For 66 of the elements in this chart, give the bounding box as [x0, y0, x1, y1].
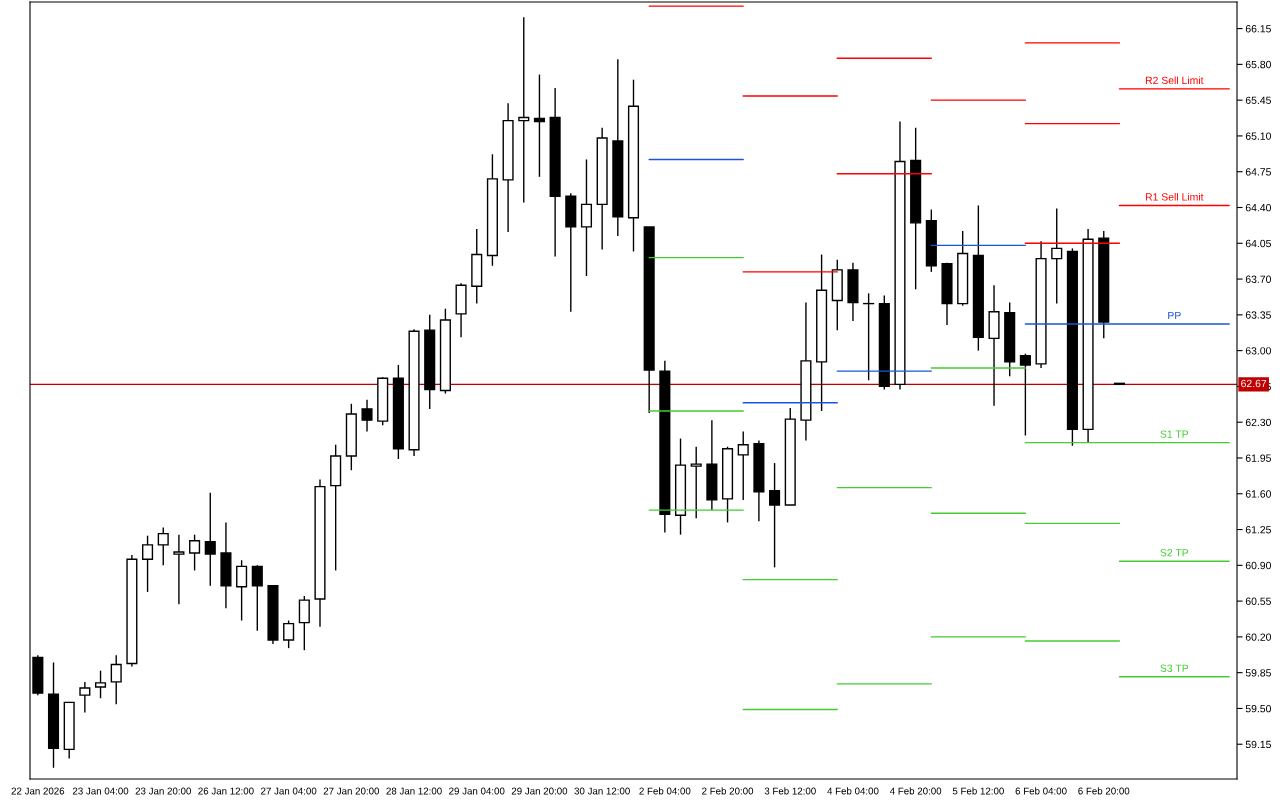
candlestick	[236, 559, 248, 622]
y-tick-label: 60.90	[1245, 561, 1271, 570]
candlestick	[533, 73, 546, 178]
series-label: PP	[1168, 311, 1181, 320]
candlestick	[173, 533, 185, 605]
candlestick	[769, 462, 781, 569]
y-tick-label: 59.50	[1245, 704, 1271, 713]
candlestick	[204, 492, 216, 587]
candlestick	[580, 158, 593, 277]
y-tick-label: 65.10	[1245, 132, 1271, 140]
candlestick	[518, 16, 530, 204]
y-tick-label: 66.15	[1245, 25, 1271, 33]
y-tick-label: 64.75	[1245, 168, 1271, 176]
y-tick-label: 65.45	[1245, 96, 1271, 105]
candlestick	[251, 564, 263, 632]
x-tick-label: 23 Jan 20:00	[135, 787, 191, 795]
x-tick-label: 27 Jan 04:00	[261, 787, 317, 795]
candlestick	[283, 619, 295, 649]
candlestick	[79, 681, 91, 714]
series-label: S2 TP	[1160, 549, 1189, 557]
y-tick-label: 63.35	[1245, 311, 1271, 319]
candlestick	[157, 526, 169, 567]
y-tick-label: 63.00	[1245, 347, 1271, 355]
candlestick	[298, 595, 310, 651]
series-label: S3 TP	[1160, 664, 1189, 672]
y-tick-label: 61.60	[1245, 490, 1271, 498]
x-tick-label: 3 Feb 12:00	[764, 787, 816, 795]
y-tick-label: 59.85	[1245, 669, 1271, 677]
candlestick	[737, 430, 749, 501]
x-tick-label: 23 Jan 04:00	[72, 787, 129, 795]
y-tick-label: 64.05	[1245, 239, 1271, 248]
series-label: R2 Sell Limit	[1145, 76, 1204, 85]
y-tick-label: 65.80	[1245, 60, 1271, 69]
y-tick-label: 60.55	[1245, 597, 1271, 605]
x-tick-label: 2 Feb 20:00	[702, 787, 754, 795]
candlestick	[94, 669, 107, 699]
y-tick-label: 61.95	[1245, 454, 1271, 462]
y-tick-label: 60.20	[1245, 633, 1271, 641]
y-tick-label: 64.40	[1245, 204, 1271, 212]
x-tick-label: 5 Feb 12:00	[952, 787, 1004, 795]
y-tick-label: 59.15	[1245, 740, 1271, 749]
candlestick	[361, 399, 373, 433]
candlestick	[690, 446, 702, 519]
x-tick-label: 30 Jan 12:00	[574, 787, 630, 795]
candlestick	[1051, 207, 1063, 305]
x-tick-label: 4 Feb 20:00	[889, 787, 942, 795]
candlestick	[1019, 352, 1031, 437]
x-tick-label: 6 Feb 04:00	[1015, 787, 1067, 795]
y-tick-label: 62.30	[1245, 418, 1271, 427]
series-label: R1 Sell Limit	[1145, 192, 1204, 201]
x-tick-label: 4 Feb 04:00	[827, 787, 879, 795]
ref-line-label: 62.67	[1241, 379, 1267, 388]
x-tick-label: 29 Jan 04:00	[449, 787, 505, 795]
x-tick-label: 28 Jan 12:00	[386, 787, 442, 795]
x-tick-label: 22 Jan 2026	[11, 787, 65, 795]
candlestick	[189, 533, 201, 572]
candlestick	[110, 654, 122, 706]
x-tick-label: 6 Feb 20:00	[1078, 787, 1130, 795]
y-tick-label: 63.70	[1245, 275, 1271, 283]
x-tick-label: 26 Jan 12:00	[198, 787, 254, 795]
x-tick-label: 27 Jan 20:00	[323, 787, 380, 795]
y-tick-label: 61.25	[1245, 526, 1271, 534]
series-label: S1 TP	[1160, 430, 1189, 438]
x-tick-label: 2 Feb 04:00	[639, 787, 691, 795]
x-tick-label: 29 Jan 20:00	[511, 787, 568, 795]
candlestick	[142, 534, 154, 593]
